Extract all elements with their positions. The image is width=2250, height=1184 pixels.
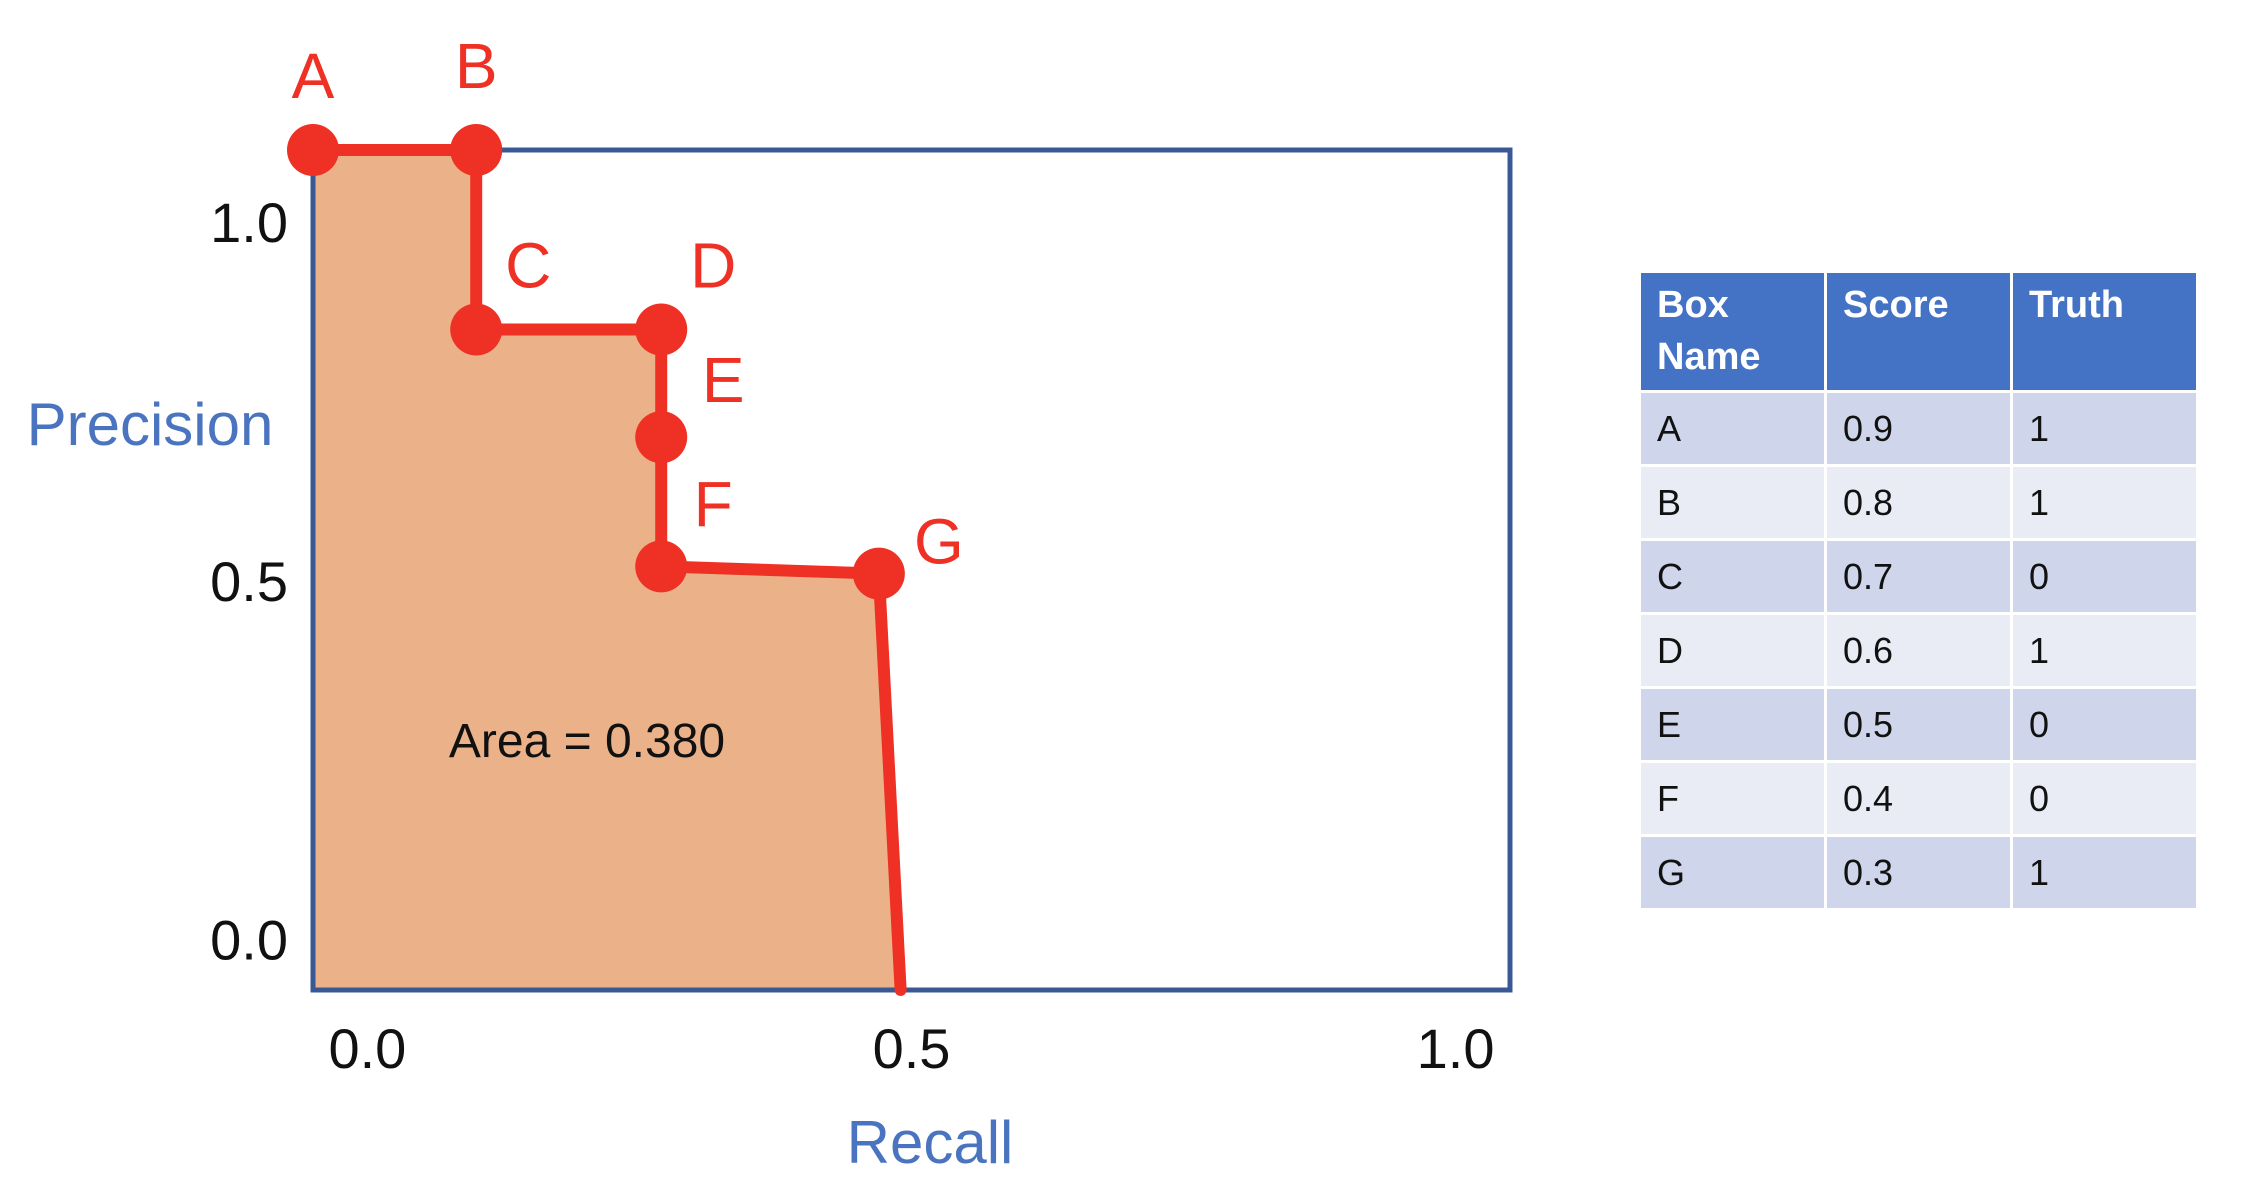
area-under-curve	[313, 150, 901, 990]
x-tick-label: 0.5	[873, 1017, 951, 1080]
column-header: Truth	[2010, 270, 2199, 393]
y-tick-labels: 0.0 0.5 1.0	[210, 191, 288, 972]
table-cell: 1	[2010, 612, 2199, 689]
table-cell: 0	[2010, 760, 2199, 837]
x-tick-label: 0.0	[328, 1017, 406, 1080]
table-cell: 0	[2010, 538, 2199, 615]
table-cell: 0.6	[1824, 612, 2013, 689]
table-cell: 0.9	[1824, 390, 2013, 467]
table-cell: F	[1638, 760, 1827, 837]
x-axis-label: Recall	[847, 1109, 1014, 1176]
table-cell: 1	[2010, 464, 2199, 541]
table-cell: 0	[2010, 686, 2199, 763]
table-header-row: Box Name Score Truth	[1638, 270, 2199, 393]
point-a	[287, 124, 339, 176]
point-g	[852, 547, 905, 600]
table-cell: 0.7	[1824, 538, 2013, 615]
table-row: G 0.3 1	[1638, 834, 2199, 911]
point-d	[635, 303, 688, 356]
table-cell: B	[1638, 464, 1827, 541]
point-label-a: A	[292, 40, 335, 112]
table-row: A 0.9 1	[1638, 390, 2199, 467]
point-label-g: G	[914, 506, 964, 578]
table-cell: G	[1638, 834, 1827, 911]
point-f	[635, 540, 688, 593]
curve-points: A B C DEF G	[287, 30, 964, 600]
point-e	[635, 411, 688, 464]
y-tick-label: 1.0	[210, 191, 288, 254]
table-cell: A	[1638, 390, 1827, 467]
box-score-table: Box Name Score Truth A 0.9 1 B 0.8 1 C 0.7 0 D 0.6 1 E 0…	[1638, 270, 2199, 911]
x-tick-labels: 0.0 0.5 1.0	[328, 1017, 1494, 1080]
table-cell: 1	[2010, 390, 2199, 467]
table-cell: 1	[2010, 834, 2199, 911]
table-cell: C	[1638, 538, 1827, 615]
point-c	[450, 303, 503, 356]
table-row: E 0.5 0	[1638, 686, 2199, 763]
table-cell: 0.3	[1824, 834, 2013, 911]
point-label-b: B	[455, 30, 498, 102]
precision-recall-curve	[307, 144, 907, 996]
point-label-c: C	[505, 229, 551, 301]
table-cell: 0.5	[1824, 686, 2013, 763]
area-annotation: Area = 0.380	[449, 715, 725, 768]
column-header: Score	[1824, 270, 2013, 393]
table-body: A 0.9 1 B 0.8 1 C 0.7 0 D 0.6 1 E 0.5 0 F 0.4 0 G 0.3 1	[1638, 390, 2199, 911]
table-cell: 0.8	[1824, 464, 2013, 541]
table-row: D 0.6 1	[1638, 612, 2199, 689]
plot-frame	[310, 147, 1513, 993]
y-axis-label: Precision	[27, 391, 274, 458]
table-row: F 0.4 0	[1638, 760, 2199, 837]
point-label-f: F	[694, 468, 733, 540]
table-row: B 0.8 1	[1638, 464, 2199, 541]
point-label-e: E	[702, 344, 745, 416]
y-tick-label: 0.5	[210, 550, 288, 613]
point-label-d: D	[690, 229, 736, 301]
column-header: Box Name	[1638, 270, 1827, 393]
table-cell: 0.4	[1824, 760, 2013, 837]
x-tick-label: 1.0	[1417, 1017, 1495, 1080]
table-cell: D	[1638, 612, 1827, 689]
y-tick-label: 0.0	[210, 909, 288, 972]
table-cell: E	[1638, 686, 1827, 763]
table-row: C 0.7 0	[1638, 538, 2199, 615]
point-b	[450, 124, 503, 176]
